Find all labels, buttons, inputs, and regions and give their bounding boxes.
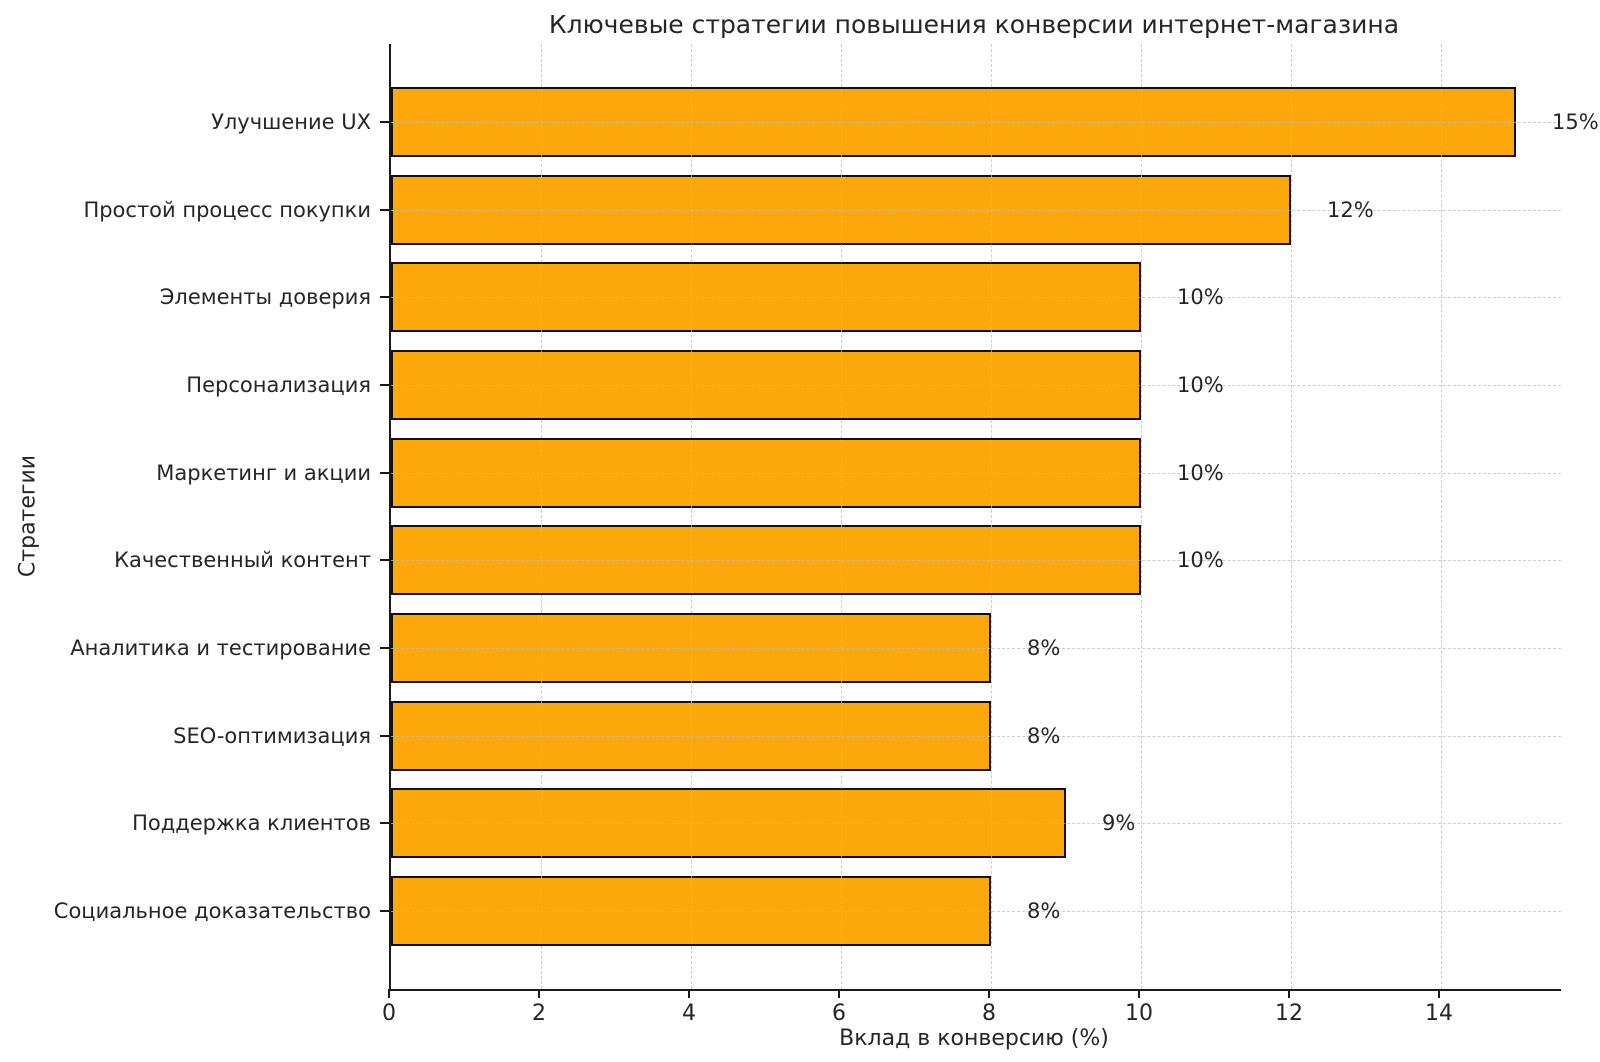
y-tick-mark <box>380 559 389 562</box>
y-tick-label: Простой процесс покупки <box>83 197 371 222</box>
y-tick-mark <box>380 296 389 299</box>
x-tick-label: 10 <box>1125 1001 1153 1026</box>
y-tick-mark <box>380 734 389 737</box>
y-tick-label: Качественный контент <box>114 548 371 573</box>
x-tick-mark <box>1438 989 1440 998</box>
bar-value-label: 8% <box>1027 899 1061 923</box>
y-tick-label: Улучшение UX <box>211 110 371 134</box>
x-tick-label: 12 <box>1275 1001 1303 1026</box>
x-tick-label: 14 <box>1425 1001 1453 1026</box>
bar-value-label: 9% <box>1102 811 1136 836</box>
bar-value-label: 12% <box>1327 197 1374 222</box>
bar-value-label: 8% <box>1027 636 1061 660</box>
x-tick-mark <box>988 989 990 998</box>
x-tick-label: 4 <box>682 1001 696 1026</box>
bar-value-label: 10% <box>1177 548 1224 573</box>
x-tick-mark <box>538 989 540 998</box>
y-tick-label: Маркетинг и акции <box>156 460 371 485</box>
bar-value-label: 15% <box>1552 110 1599 134</box>
y-tick-mark <box>380 647 389 649</box>
y-tick-mark <box>380 822 389 825</box>
x-tick-label: 8 <box>982 1001 996 1026</box>
y-tick-mark <box>380 121 389 123</box>
x-tick-mark <box>838 989 840 998</box>
y-tick-mark <box>380 384 389 386</box>
bar-value-label: 10% <box>1177 460 1224 485</box>
y-tick-label: Социальное доказательство <box>53 899 371 923</box>
x-tick-mark <box>1288 989 1290 998</box>
x-tick-label: 0 <box>382 1001 396 1026</box>
x-tick-mark <box>388 989 390 998</box>
bar-value-label: 10% <box>1177 373 1224 397</box>
x-tick-mark <box>1138 989 1140 998</box>
y-tick-mark <box>380 910 389 912</box>
y-tick-label: Элементы доверия <box>159 285 371 310</box>
x-tick-label: 6 <box>832 1001 846 1026</box>
plot-area: 15% 12% 10% 10% 10% 10% 8% 8% 9% 8% <box>389 44 1599 991</box>
x-tick-mark <box>688 989 690 998</box>
bar-value-label: 8% <box>1027 723 1061 748</box>
y-tick-label: Поддержка клиентов <box>132 811 371 836</box>
y-tick-mark <box>380 208 389 211</box>
value-labels-layer: 15% 12% 10% 10% 10% 10% 8% 8% 9% 8% <box>391 44 1599 989</box>
bar-value-label: 10% <box>1177 285 1224 310</box>
y-tick-mark <box>380 471 389 474</box>
y-tick-label: Аналитика и тестирование <box>70 636 371 660</box>
y-tick-label: Персонализация <box>186 373 371 397</box>
x-tick-label: 2 <box>532 1001 546 1026</box>
x-axis-label: Вклад в конверсию (%) <box>839 1026 1109 1051</box>
y-tick-label: SEO-оптимизация <box>173 723 371 748</box>
chart-title: Ключевые стратегии повышения конверсии и… <box>548 10 1400 39</box>
